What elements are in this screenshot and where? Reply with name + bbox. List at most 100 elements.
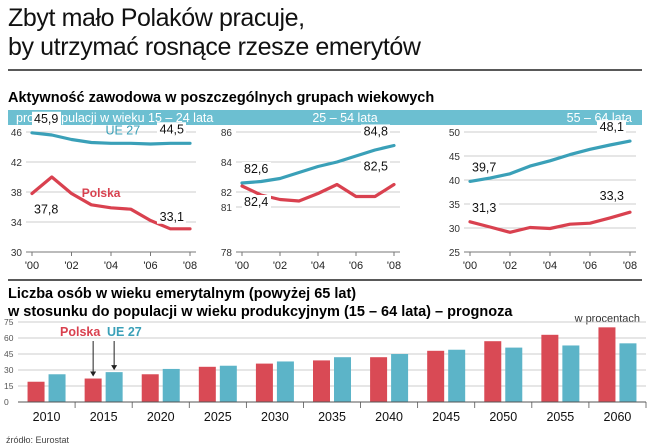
y-tick-label: 38 [11,188,23,199]
y-tick-label: 30 [449,224,461,235]
data-label-bg [597,189,626,204]
bar-ue27-2015 [105,372,123,402]
series-line-polska [468,210,632,234]
bar-polska-2050 [484,341,502,402]
bar-polska-2045 [427,350,445,402]
x-tick-label: '06 [143,260,157,272]
x-tick-label: '00 [235,260,249,272]
source-note: źródło: Eurostat [6,435,70,445]
bar-ue27-2055 [562,345,580,402]
headline-line-2: by utrzymać rosnące rzesze emerytów [8,33,421,61]
series-line-ue27 [468,139,632,183]
series-name-polska: Polska [82,186,121,200]
y-tick-label: 81 [221,203,233,214]
x-tick-label: '02 [273,260,287,272]
y-tick-label: 25 [449,248,461,259]
y-tick-label: 46 [11,128,23,139]
y-tick-label: 75 [4,317,14,327]
unit-note: w procentach [574,313,640,325]
data-label: 33,3 [600,189,624,203]
x-tick-label: '06 [583,260,597,272]
x-tick-label: 2045 [432,410,460,424]
data-label: 48,1 [600,120,624,134]
bar-ue27-2020 [162,368,180,402]
x-tick-label: '04 [543,260,557,272]
x-tick-label: '08 [387,260,401,272]
bar-ue27-2060 [619,343,637,402]
x-tick-label: '04 [104,260,118,272]
data-label-bg [470,160,499,175]
y-tick-label: 84 [221,158,233,169]
bar-polska-2055 [541,334,559,402]
series-line-polska [30,175,192,231]
x-tick-label: 2025 [204,410,232,424]
static-layer: Aktywność zawodowa w poszczególnych grup… [6,69,642,445]
y-tick-label: 78 [221,248,233,259]
section2-title-line-2: w stosunku do populacji w wieku produkcy… [7,304,513,320]
y-tick-label: 30 [4,365,14,375]
bar-polska-2060 [598,327,616,402]
bar-chart: 0 15 30 45 60 75 2010 2015 2020 2025 2030 2035 2040 2… [4,317,647,424]
bar-ue27-2045 [448,349,466,402]
data-label-bg [361,159,390,174]
x-tick-label: 2055 [546,410,574,424]
x-tick-label: 2040 [375,410,403,424]
x-tick-label: '04 [311,260,325,272]
y-tick-label: 42 [11,158,23,169]
x-tick-label: 2015 [90,410,118,424]
y-tick-label: 86 [221,128,233,139]
bar-polska-2010 [27,381,45,402]
series-line-ue27 [30,131,192,146]
data-label: 82,4 [244,195,268,209]
x-tick-label: 2010 [33,410,61,424]
x-tick-label: '02 [64,260,78,272]
bar-polska-2030 [255,363,273,402]
section2-title-line-1: Liczba osób w wieku emerytalnym (powyżej… [8,286,356,302]
line-chart-panel-2: 78 81 82 84 86 '00 '02 '04 '06 '08 82,6 84,8 82,4 82,… [221,124,401,272]
bar-polska-2025 [198,366,216,402]
data-label: 84,8 [364,125,388,139]
y-tick-label: 50 [449,128,461,139]
panel2-header: 25 – 54 lata [312,111,377,125]
legend-arrow-polska [90,371,97,377]
bar-ue27-2035 [334,357,351,402]
bar-ue27-2025 [219,365,237,402]
x-tick-label: 2020 [147,410,175,424]
x-tick-label: 2030 [261,410,289,424]
x-tick-label: '00 [25,260,39,272]
bar-polska-2040 [370,357,388,402]
bar-polska-2035 [313,360,330,402]
data-label-bg [361,124,390,139]
y-tick-label: 60 [4,333,14,343]
y-tick-label: 40 [449,176,461,187]
bar-ue27-2040 [391,354,409,402]
data-label-bg [242,195,271,209]
legend-arrow-ue27 [111,365,118,371]
data-label: 45,9 [34,112,58,126]
y-tick-label: 0 [4,397,9,407]
headline-line-1: Zbyt mało Polaków pracuje, [8,4,305,32]
y-tick-label: 45 [4,349,14,359]
x-tick-label: '00 [463,260,477,272]
series-name-ue27: UE 27 [105,123,140,137]
legend-ue27: UE 27 [107,325,142,339]
bar-ue27-2030 [276,361,294,402]
line-chart-panel-3: 25 30 35 40 45 50 '00 '02 '04 '06 '08 39,7 48,1 31,3 3… [449,120,637,272]
data-label-bg [597,120,626,135]
data-label: 31,3 [472,201,496,215]
headline: Zbyt mało Polaków pracuje, by utrzymać r… [8,4,644,62]
y-tick-label: 30 [11,248,23,259]
y-tick-label: 82 [221,188,233,199]
data-label-bg [157,122,186,137]
section1-title: Aktywność zawodowa w poszczególnych grup… [8,90,434,106]
data-label-bg [242,162,271,176]
bar-polska-2020 [141,374,159,402]
data-label-bg [32,202,61,217]
section1-header-band [8,110,642,125]
x-tick-label: '08 [183,260,197,272]
bar-ue27-2050 [505,347,523,402]
y-tick-label: 15 [4,381,14,391]
data-label-bg [157,209,186,224]
data-label: 44,5 [160,122,184,136]
